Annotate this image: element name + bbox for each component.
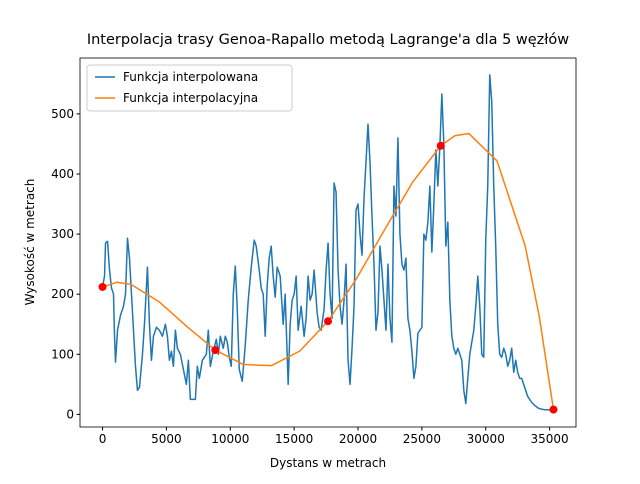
node-point	[98, 282, 107, 291]
legend-label: Funkcja interpolacyjna	[123, 91, 258, 105]
x-tick-label: 30000	[467, 432, 505, 446]
legend-label: Funkcja interpolowana	[123, 70, 258, 84]
y-tick-label: 500	[51, 107, 74, 121]
node-point	[211, 346, 220, 355]
x-tick-label: 35000	[531, 432, 569, 446]
x-axis-label: Dystans w metrach	[270, 456, 386, 470]
x-tick-label: 0	[99, 432, 107, 446]
y-tick-label: 400	[51, 167, 74, 181]
line	[101, 74, 554, 411]
axes-frame	[79, 57, 577, 428]
x-tick-label: 10000	[211, 432, 249, 446]
y-tick-label: 0	[66, 407, 74, 421]
chart-title: Interpolacja trasy Genoa-Rapallo metodą …	[87, 32, 569, 48]
legend-box	[86, 64, 293, 112]
line	[102, 132, 555, 410]
x-tick-label: 25000	[403, 432, 441, 446]
x-tick-label: 15000	[275, 432, 313, 446]
x-tick-label: 20000	[339, 432, 377, 446]
y-axis-label: Wysokość w metrach	[23, 179, 37, 306]
x-tick-label: 5000	[151, 432, 182, 446]
node-point	[436, 141, 445, 150]
y-tick-label: 200	[51, 287, 74, 301]
node-point	[324, 317, 332, 326]
y-tick-label: 100	[51, 347, 74, 361]
y-tick-label: 300	[51, 227, 74, 241]
node-point	[549, 405, 558, 414]
